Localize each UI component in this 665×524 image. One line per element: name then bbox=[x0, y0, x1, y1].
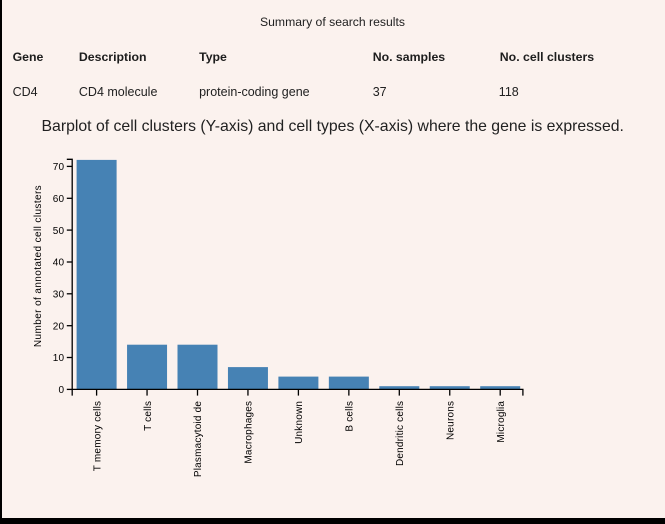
svg-text:10: 10 bbox=[53, 353, 65, 364]
svg-text:40: 40 bbox=[53, 258, 65, 269]
svg-text:Neurons: Neurons bbox=[445, 401, 456, 440]
svg-text:30: 30 bbox=[53, 290, 65, 301]
svg-text:Microglia: Microglia bbox=[496, 401, 507, 443]
svg-text:B cells: B cells bbox=[345, 401, 356, 432]
svg-text:T memory cells: T memory cells bbox=[92, 401, 103, 471]
svg-text:Plasmacytoid de: Plasmacytoid de bbox=[193, 401, 204, 478]
svg-text:60: 60 bbox=[53, 194, 65, 205]
svg-text:Dendritic cells: Dendritic cells bbox=[395, 401, 406, 466]
svg-text:70: 70 bbox=[53, 162, 65, 173]
svg-text:20: 20 bbox=[53, 321, 65, 332]
svg-text:Number of annotated cell clust: Number of annotated cell clusters bbox=[33, 185, 44, 347]
svg-text:Unknown: Unknown bbox=[294, 401, 305, 444]
svg-text:0: 0 bbox=[59, 385, 65, 396]
svg-text:T cells: T cells bbox=[143, 401, 154, 431]
svg-text:50: 50 bbox=[53, 226, 65, 237]
svg-text:Macrophages: Macrophages bbox=[244, 401, 255, 464]
